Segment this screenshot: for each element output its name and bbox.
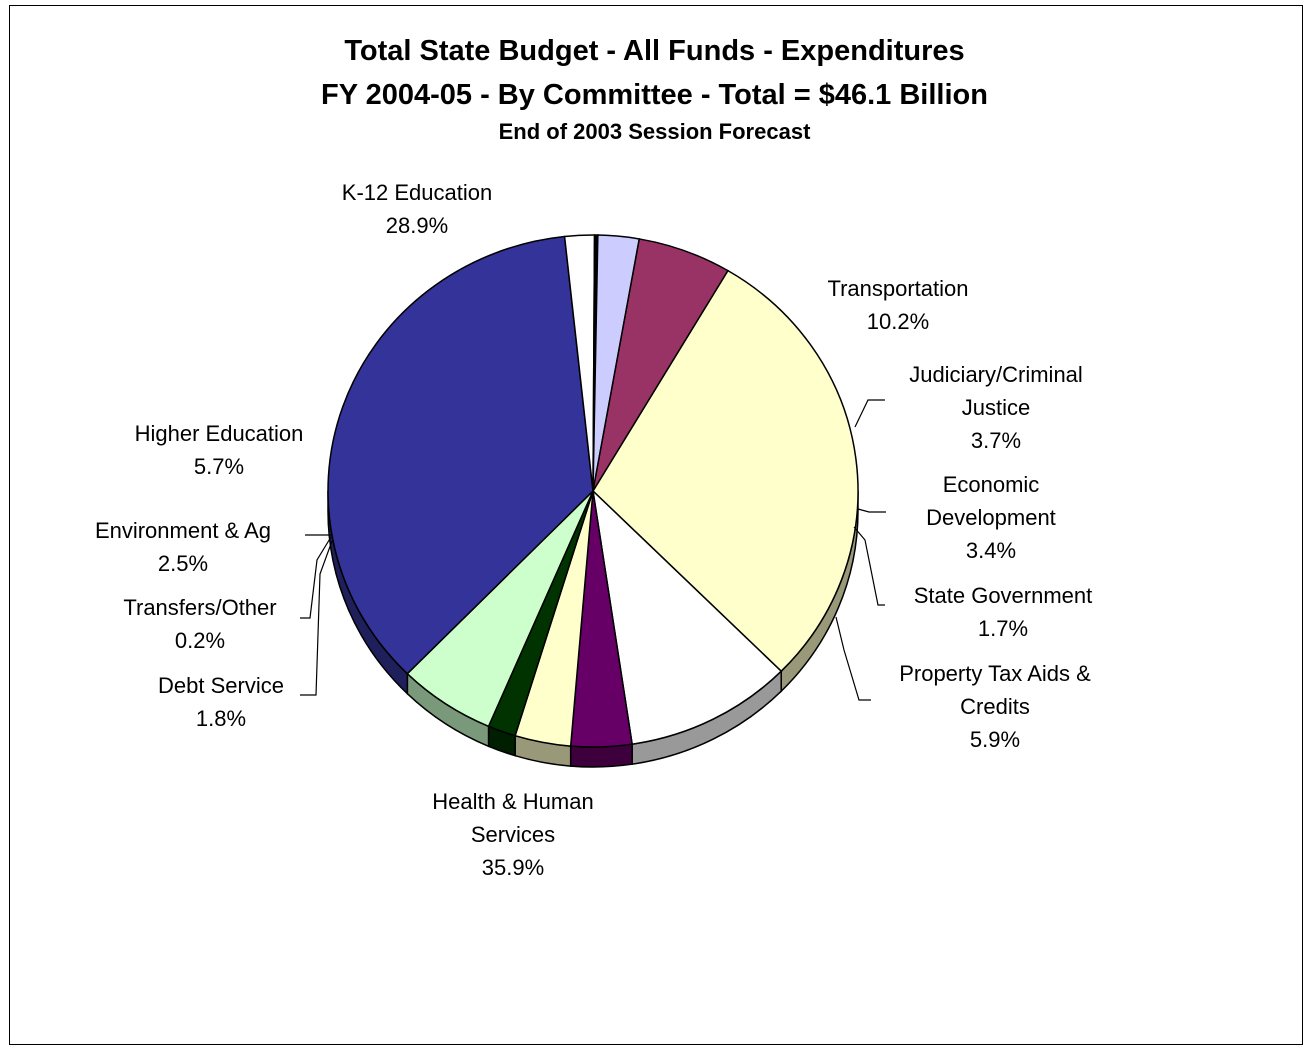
slice-value-label: 3.7%: [971, 428, 1021, 453]
slice-label: Credits: [960, 694, 1030, 719]
slice-value-label: 10.2%: [867, 309, 929, 334]
slice-label: Property Tax Aids &: [899, 661, 1091, 686]
slice-label-group: Transportation 10.2%: [827, 276, 968, 334]
slice-label: Judiciary/Criminal: [909, 362, 1083, 387]
slice-label: Higher Education: [135, 421, 304, 446]
slice-value-label: 28.9%: [386, 213, 448, 238]
slice-label-group: Economic Development 3.4%: [926, 472, 1056, 563]
slice-value-label: 0.2%: [175, 628, 225, 653]
slice-label: Services: [471, 822, 555, 847]
slice-label: State Government: [914, 583, 1093, 608]
slice-value-label: 1.7%: [978, 616, 1028, 641]
chart-subtitle: FY 2004-05 - By Committee - Total = $46.…: [321, 79, 988, 111]
slice-value-label: 3.4%: [966, 538, 1016, 563]
slice-label: Development: [926, 505, 1056, 530]
chart-title: Total State Budget - All Funds - Expendi…: [344, 35, 965, 67]
leader-line: [857, 508, 886, 513]
slice-label: Environment & Ag: [95, 518, 271, 543]
slice-label-group: Health & Human Services 35.9%: [432, 789, 593, 880]
pie-slice: [592, 269, 859, 673]
slice-label: K-12 Education: [342, 180, 492, 205]
leader-line: [300, 540, 333, 696]
pie-slice: [592, 238, 729, 492]
slice-label-group: Environment & Ag 2.5%: [95, 518, 271, 576]
slice-label: Economic: [943, 472, 1040, 497]
slice-label: Debt Service: [158, 673, 284, 698]
leader-line: [854, 399, 885, 428]
slice-label: Health & Human: [432, 789, 593, 814]
slice-label: Transportation: [827, 276, 968, 301]
slice-value-label: 35.9%: [482, 855, 544, 880]
pie-slice: [327, 235, 594, 675]
slice-label-group: Property Tax Aids & Credits 5.9%: [899, 661, 1091, 752]
slice-label-group: Transfers/Other 0.2%: [123, 595, 276, 653]
slice-label-group: Debt Service 1.8%: [158, 673, 284, 731]
slice-value-label: 2.5%: [158, 551, 208, 576]
leader-line: [853, 526, 885, 606]
leader-line: [835, 616, 871, 701]
chart-subtitle-2: End of 2003 Session Forecast: [498, 119, 811, 144]
slice-label-group: Judiciary/Criminal Justice 3.7%: [909, 362, 1083, 453]
pie-slice: [591, 488, 783, 746]
slice-label-group: K-12 Education 28.9%: [342, 180, 492, 238]
slice-label-group: Higher Education 5.7%: [135, 421, 304, 479]
slice-label: Justice: [962, 395, 1030, 420]
slice-value-label: 1.8%: [196, 706, 246, 731]
slice-label: Transfers/Other: [123, 595, 276, 620]
slice-value-label: 5.9%: [970, 727, 1020, 752]
slice-label-group: State Government 1.7%: [914, 583, 1093, 641]
leader-line: [300, 536, 332, 619]
slice-value-label: 5.7%: [194, 454, 244, 479]
